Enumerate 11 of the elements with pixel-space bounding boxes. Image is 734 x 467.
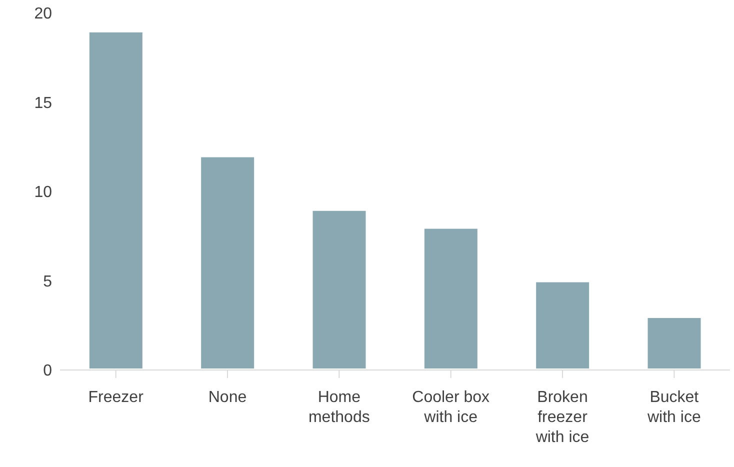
y-tick-label: 0: [43, 362, 52, 380]
y-tick-label: 5: [43, 273, 52, 290]
x-tick-label: Home methods: [308, 389, 370, 426]
y-tick-label: 10: [34, 184, 52, 202]
y-tick-label: 15: [34, 94, 52, 112]
x-tick-label: Bucket with ice: [646, 389, 701, 426]
x-tick-label: Cooler box with ice: [412, 389, 490, 426]
x-tick-label: Broken freezer with ice: [534, 389, 590, 446]
x-tick-label: Freezer: [88, 389, 144, 406]
x-tick-label: None: [208, 389, 247, 406]
y-tick-label: 20: [34, 6, 52, 23]
